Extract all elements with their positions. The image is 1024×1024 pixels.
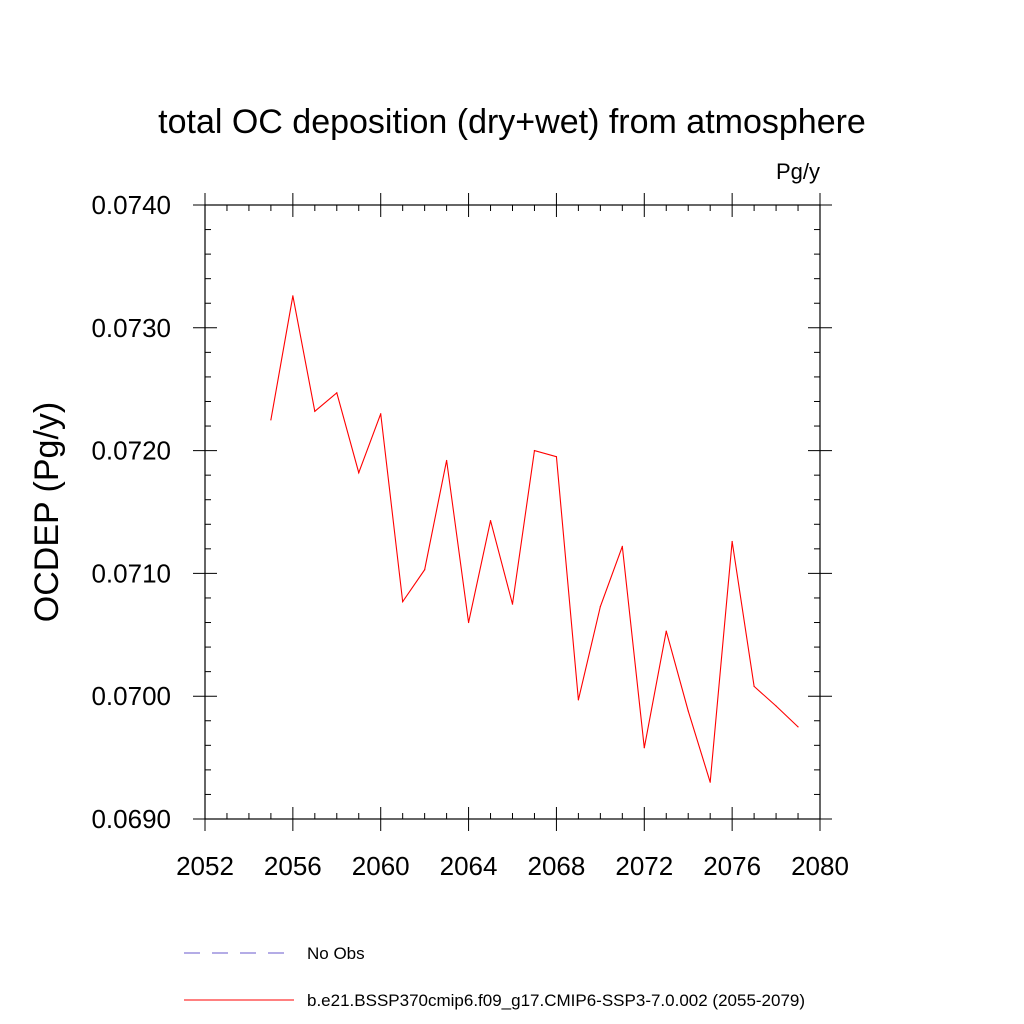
- data-point: [555, 456, 558, 458]
- y-tick-label: 0.0720: [91, 436, 171, 466]
- x-tick-label: 2052: [176, 851, 234, 881]
- y-tick-label: 0.0690: [91, 804, 171, 834]
- data-point: [577, 699, 579, 701]
- plot-frame: [204, 204, 821, 820]
- data-point: [753, 685, 755, 687]
- data-point: [643, 747, 645, 749]
- data-point: [533, 450, 536, 452]
- y-axis-label: OCDEP (Pg/y): [28, 402, 66, 622]
- data-point: [687, 710, 689, 712]
- data-point: [775, 705, 777, 707]
- data-point: [621, 545, 623, 547]
- x-tick-label: 2068: [528, 851, 586, 881]
- data-point: [292, 295, 294, 297]
- data-point: [380, 413, 382, 415]
- x-tick-label: 2056: [264, 851, 322, 881]
- data-point: [599, 605, 601, 608]
- axis-ticks: [193, 193, 832, 831]
- x-tick-label: 2064: [440, 851, 498, 881]
- x-tick-label: 2072: [615, 851, 673, 881]
- y-tick-label: 0.0700: [91, 681, 171, 711]
- data-point: [424, 569, 426, 571]
- data-point: [731, 540, 733, 543]
- series-line: [270, 295, 799, 783]
- data-point: [336, 392, 338, 394]
- x-tick-label: 2080: [791, 851, 849, 881]
- legend: No Obs b.e21.BSSP370cmip6.f09_g17.CMIP6-S…: [184, 944, 805, 1010]
- data-point: [467, 621, 470, 624]
- data-point: [489, 519, 492, 522]
- y-tick-label: 0.0710: [91, 558, 171, 588]
- data-point: [314, 410, 316, 412]
- x-tick-label: 2060: [352, 851, 410, 881]
- data-point: [797, 726, 799, 728]
- data-point: [511, 603, 514, 605]
- chart-title: total OC deposition (dry+wet) from atmos…: [158, 103, 866, 141]
- legend-label: b.e21.BSSP370cmip6.f09_g17.CMIP6-SSP3-7.…: [307, 991, 805, 1010]
- data-point: [358, 472, 360, 474]
- data-point: [446, 459, 448, 462]
- legend-label: No Obs: [307, 944, 365, 963]
- data-point: [402, 601, 404, 603]
- y-tick-label: 0.0730: [91, 313, 171, 343]
- x-tick-label: 2076: [703, 851, 761, 881]
- data-point: [665, 630, 667, 632]
- units-label: Pg/y: [776, 159, 820, 184]
- axis-tick-labels: 2052 2056 2060 2064 2068 2072 2076 2080 0.0690 0.…: [91, 190, 848, 881]
- data-point: [270, 419, 272, 421]
- data-point: [709, 781, 711, 783]
- series-lines: [270, 295, 799, 783]
- y-tick-label: 0.0740: [91, 190, 171, 220]
